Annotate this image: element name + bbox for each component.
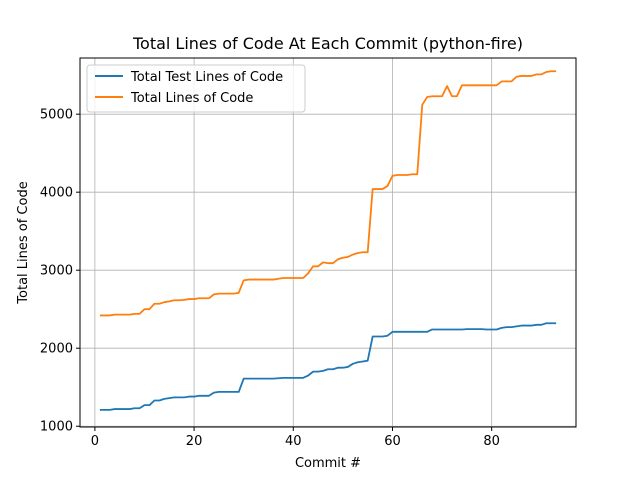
y-tick-label: 3000: [40, 264, 73, 279]
x-tick-label: 60: [384, 434, 401, 449]
grid: [80, 58, 576, 427]
x-tick-label: 20: [186, 434, 203, 449]
x-tick-label: 80: [483, 434, 500, 449]
series-layer: [99, 70, 557, 411]
x-tick-label: 0: [91, 434, 99, 449]
y-tick-label: 2000: [40, 342, 73, 357]
series-line-0: [99, 322, 557, 411]
legend-box: [86, 64, 306, 113]
y-tick-label: 1000: [40, 420, 73, 435]
y-axis: 1000 2000 3000 4000 5000: [40, 108, 80, 435]
legend-label-test-lines: Total Test Lines of Code: [130, 70, 283, 85]
plot-frame: [79, 57, 577, 428]
y-tick-label: 4000: [40, 186, 73, 201]
legend: Total Test Lines of Code Total Lines of …: [86, 64, 306, 113]
y-axis-label: Total Lines of Code: [16, 181, 31, 304]
x-axis: 0 20 40 60 80: [91, 427, 500, 449]
x-tick-label: 40: [285, 434, 302, 449]
legend-label-total-lines: Total Lines of Code: [130, 91, 253, 106]
chart-title: Total Lines of Code At Each Commit (pyth…: [132, 34, 523, 53]
x-axis-label: Commit #: [295, 456, 361, 471]
series-line-1: [99, 70, 557, 317]
y-tick-label: 5000: [40, 108, 73, 123]
